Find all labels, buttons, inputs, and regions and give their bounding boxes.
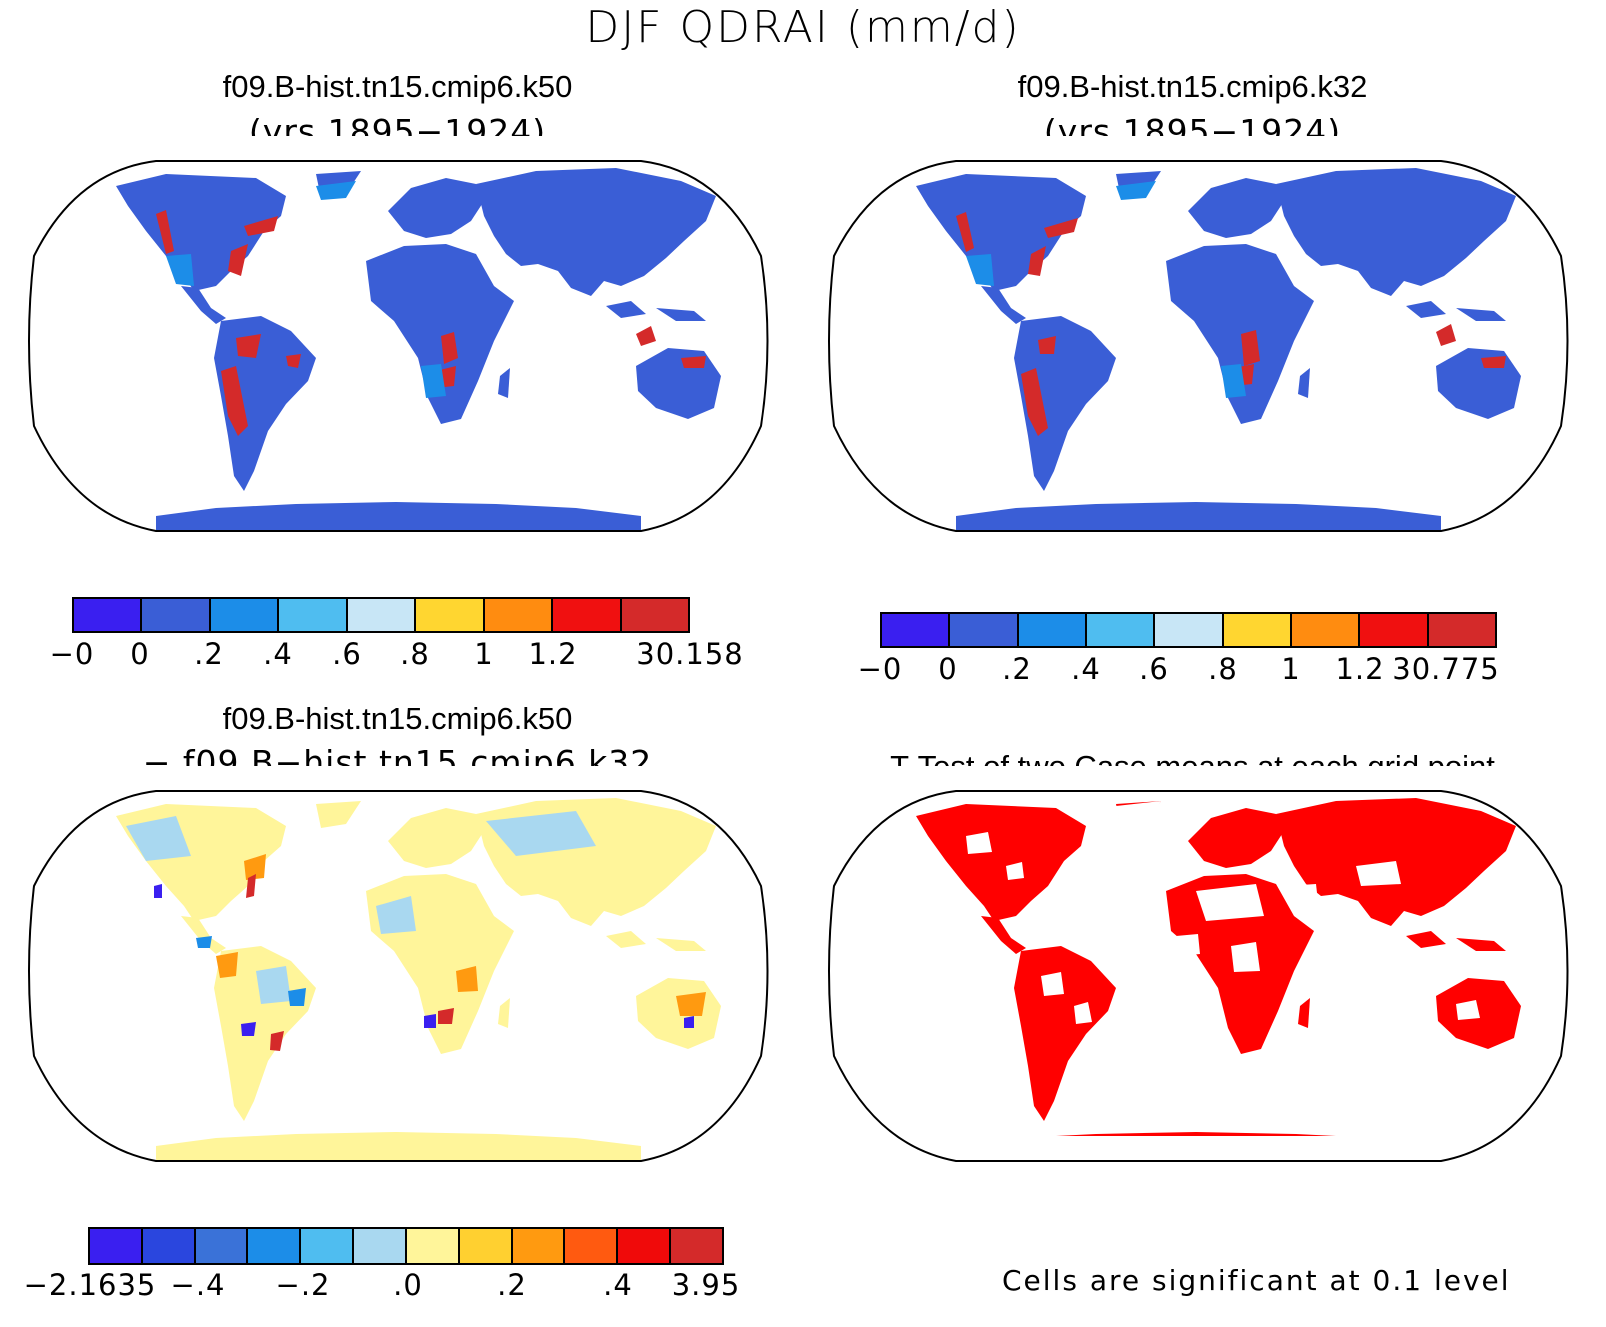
significance-note: Cells are significant at 0.1 level <box>1002 1264 1511 1297</box>
case1-cbar-bin <box>416 599 485 631</box>
case1-cbar-bin <box>553 599 622 631</box>
figure-title: DJF QDRAI (mm/d) <box>585 2 1021 53</box>
diff-colorbar <box>88 1227 724 1265</box>
diff-tick: −2.1635 <box>23 1268 157 1302</box>
case2-tick: −0 <box>857 652 903 686</box>
case2-cbar-bin <box>1155 614 1224 646</box>
case1-tick: 0 <box>130 637 150 671</box>
diff-map <box>16 766 781 1196</box>
diff-cbar-bin <box>248 1229 302 1263</box>
case1-tick: −0 <box>49 637 95 671</box>
diff-tick: −.2 <box>275 1268 331 1302</box>
diff-colorbar-ticks: −2.1635 −.4 −.2 .0 .2 .4 3.95 <box>24 1268 740 1302</box>
diff-tick: .0 <box>393 1268 423 1302</box>
case1-title: f09.B-hist.tn15.cmip6.k50 <box>222 69 573 104</box>
case2-tick: .2 <box>1002 652 1032 686</box>
diff-cbar-bin <box>195 1229 249 1263</box>
case1-cbar-bin <box>279 599 348 631</box>
diff-cbar-bin <box>671 1229 722 1263</box>
case2-tick: .6 <box>1139 652 1169 686</box>
case1-map <box>16 136 781 566</box>
case2-cbar-bin <box>1360 614 1429 646</box>
case1-cbar-bin <box>347 599 417 631</box>
diff-title: f09.B-hist.tn15.cmip6.k50 <box>222 701 573 736</box>
ttest-map <box>816 766 1581 1196</box>
diff-cbar-bin <box>618 1229 672 1263</box>
case1-tick: 1 <box>474 637 494 671</box>
case2-colorbar <box>880 612 1497 648</box>
case2-tick: 1.2 <box>1335 652 1385 686</box>
diff-cbar-bin <box>301 1229 355 1263</box>
case2-cbar-bin <box>1428 614 1495 646</box>
case2-colorbar-ticks: −0 0 .2 .4 .6 .8 1 1.2 30.775 <box>858 652 1500 686</box>
case2-cbar-bin <box>950 614 1019 646</box>
case1-tick: .6 <box>332 637 362 671</box>
diff-tick: .2 <box>497 1268 527 1302</box>
case2-cbar-bin <box>882 614 951 646</box>
case2-tick: .4 <box>1071 652 1101 686</box>
case1-cbar-bin <box>621 599 688 631</box>
diff-cbar-bin <box>142 1229 196 1263</box>
diff-tick: 3.95 <box>671 1268 741 1302</box>
case2-title: f09.B-hist.tn15.cmip6.k32 <box>1017 69 1368 104</box>
case1-cbar-bin <box>484 599 554 631</box>
case2-tick: 1 <box>1281 652 1301 686</box>
case2-cbar-bin <box>1223 614 1292 646</box>
case2-tick: 30.775 <box>1392 652 1500 686</box>
case2-cbar-bin <box>1018 614 1087 646</box>
case1-cbar-bin <box>210 599 280 631</box>
case1-colorbar-ticks: −0 0 .2 .4 .6 .8 1 1.2 30.158 <box>50 637 743 671</box>
diff-cbar-bin <box>90 1229 143 1263</box>
diff-tick: .4 <box>603 1268 633 1302</box>
diff-cbar-bin <box>459 1229 513 1263</box>
case2-map <box>816 136 1581 566</box>
diff-tick: −.4 <box>170 1268 226 1302</box>
case1-tick: 30.158 <box>636 637 744 671</box>
case1-tick: 1.2 <box>528 637 578 671</box>
case1-cbar-bin <box>74 599 143 631</box>
diff-cbar-bin <box>565 1229 619 1263</box>
case1-tick: .8 <box>400 637 430 671</box>
case1-colorbar <box>72 597 690 633</box>
diff-cbar-bin <box>512 1229 566 1263</box>
case1-cbar-bin <box>142 599 211 631</box>
case1-tick: .4 <box>263 637 293 671</box>
case2-tick: 0 <box>938 652 958 686</box>
case2-cbar-bin <box>1086 614 1156 646</box>
case1-tick: .2 <box>194 637 224 671</box>
diff-cbar-bin <box>354 1229 407 1263</box>
diff-cbar-bin <box>406 1229 460 1263</box>
case2-cbar-bin <box>1291 614 1361 646</box>
case2-tick: .8 <box>1208 652 1238 686</box>
